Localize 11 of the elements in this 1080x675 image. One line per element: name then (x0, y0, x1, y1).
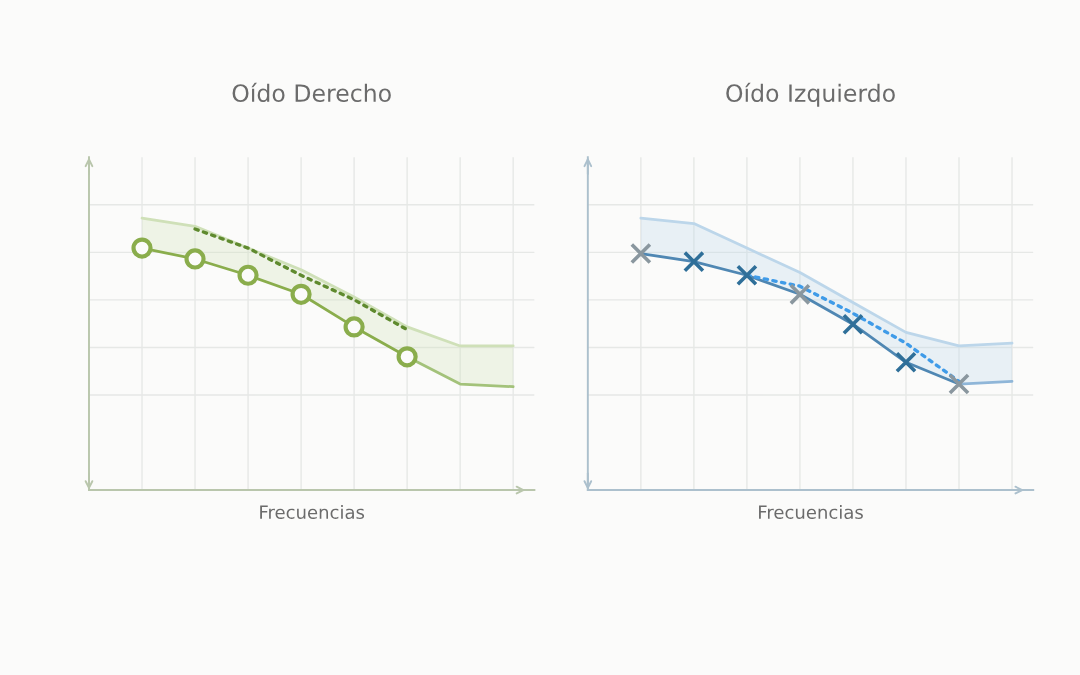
point (895, 351, 917, 374)
chart-title: Oído Izquierdo (726, 82, 895, 107)
point (736, 264, 758, 287)
chart-title: Oído Derecho (232, 82, 391, 103)
point (630, 242, 652, 265)
point (789, 283, 811, 306)
x-axis-title: Frecuencias (759, 505, 863, 519)
x-axis-title: Frecuencias (260, 505, 365, 519)
point (842, 313, 864, 336)
point (683, 250, 705, 273)
point (948, 373, 970, 395)
